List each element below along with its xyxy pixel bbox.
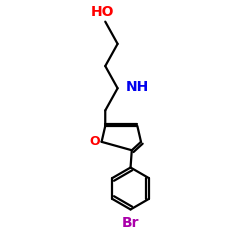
Text: NH: NH (126, 80, 150, 94)
Text: O: O (89, 135, 100, 148)
Text: HO: HO (91, 5, 114, 19)
Text: Br: Br (122, 216, 139, 230)
